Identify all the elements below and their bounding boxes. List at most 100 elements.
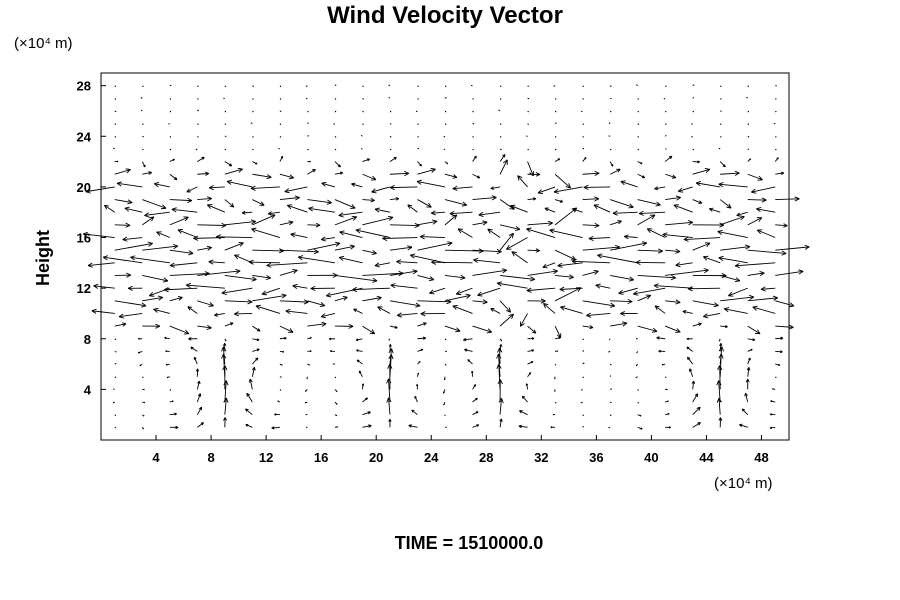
wind-arrow — [304, 401, 308, 404]
wind-arrow — [554, 199, 564, 203]
wind-arrow — [279, 98, 282, 100]
x-tick-label: 44 — [699, 450, 714, 465]
wind-arrow — [582, 300, 616, 308]
x-tick-label: 40 — [644, 450, 658, 465]
wind-arrow — [637, 110, 639, 113]
wind-arrow — [775, 324, 794, 330]
wind-arrow — [665, 400, 669, 403]
wind-arrow — [656, 336, 666, 340]
wind-arrow — [582, 196, 600, 202]
wind-arrow — [552, 413, 556, 416]
wind-arrow — [472, 397, 478, 403]
wind-arrow — [417, 219, 438, 226]
wind-arrow — [389, 156, 397, 162]
wind-arrow — [417, 241, 453, 251]
wind-arrow — [224, 275, 257, 282]
wind-arrow — [206, 204, 226, 213]
wind-arrow — [307, 241, 341, 251]
wind-arrow — [377, 306, 391, 314]
wind-arrow — [389, 325, 398, 329]
wind-arrow — [582, 222, 600, 229]
wind-arrow — [142, 135, 144, 138]
wind-arrow — [554, 122, 557, 125]
wind-arrow — [687, 286, 721, 292]
wind-arrow — [661, 363, 666, 366]
wind-arrow — [610, 110, 612, 113]
wind-arrow — [358, 370, 363, 377]
wind-arrow — [662, 232, 693, 238]
wind-arrow — [197, 324, 212, 330]
wind-arrow — [445, 123, 447, 125]
wind-arrow — [775, 171, 785, 176]
wind-arrow — [382, 235, 418, 241]
wind-arrow — [723, 307, 748, 314]
wind-arrow — [608, 338, 611, 341]
wind-arrow — [222, 365, 228, 390]
wind-arrow — [304, 389, 308, 392]
wind-arrow — [362, 424, 372, 428]
wind-arrow — [637, 402, 639, 404]
wind-arrow — [241, 210, 253, 215]
wind-arrow — [555, 402, 557, 404]
wind-arrow — [608, 350, 611, 353]
wind-arrow — [637, 199, 661, 207]
wind-arrow — [102, 255, 143, 264]
wind-arrow — [389, 135, 392, 138]
y-tick-label: 12 — [77, 281, 91, 296]
wind-arrow — [499, 154, 506, 162]
wind-arrow — [478, 211, 501, 218]
wind-arrow — [169, 173, 178, 181]
wind-arrow — [609, 401, 612, 404]
wind-arrow — [582, 362, 585, 365]
wind-arrow — [747, 110, 749, 113]
wind-arrow — [417, 348, 424, 352]
wind-arrow — [197, 171, 210, 176]
wind-arrow — [692, 97, 695, 99]
wind-arrow — [114, 98, 116, 100]
wind-arrow — [455, 287, 473, 296]
wind-arrow — [334, 275, 378, 283]
wind-arrow — [417, 136, 419, 138]
wind-arrow — [470, 370, 474, 377]
wind-arrow — [555, 110, 557, 113]
wind-arrow — [521, 395, 528, 403]
wind-arrow — [717, 229, 748, 238]
wind-arrow — [775, 363, 781, 366]
wind-arrow — [362, 411, 371, 416]
wind-arrow — [444, 274, 466, 280]
wind-arrow — [775, 223, 788, 228]
wind-arrow — [490, 186, 501, 190]
x-tick-label: 20 — [369, 450, 383, 465]
wind-arrow — [223, 342, 227, 352]
wind-arrow — [720, 170, 740, 176]
wind-arrow — [169, 136, 171, 138]
wind-arrow — [477, 287, 501, 297]
wind-arrow — [472, 155, 477, 162]
wind-arrow — [636, 351, 639, 354]
wind-arrow — [593, 204, 611, 213]
wind-arrow — [719, 161, 726, 168]
wind-arrow — [664, 135, 667, 137]
wind-arrow — [297, 255, 335, 264]
wind-arrow — [472, 384, 477, 390]
wind-arrow — [609, 220, 622, 226]
wind-arrow — [130, 255, 170, 264]
wind-arrow — [388, 344, 392, 352]
wind-arrow — [527, 325, 537, 334]
wind-arrow — [734, 262, 776, 269]
wind-arrow — [635, 376, 638, 379]
wind-arrow — [362, 158, 370, 163]
wind-arrow — [559, 286, 583, 292]
wind-arrow — [692, 322, 702, 327]
wind-arrow — [597, 253, 638, 264]
wind-arrow — [572, 258, 611, 265]
wind-arrow — [527, 161, 535, 177]
wind-arrow — [610, 241, 648, 251]
wind-arrow — [114, 350, 117, 353]
x-tick-label: 28 — [479, 450, 493, 465]
wind-arrow — [444, 97, 447, 99]
wind-arrow — [338, 255, 363, 264]
y-tick-label: 4 — [84, 382, 92, 397]
wind-arrow — [500, 136, 502, 138]
wind-arrow — [362, 85, 364, 87]
